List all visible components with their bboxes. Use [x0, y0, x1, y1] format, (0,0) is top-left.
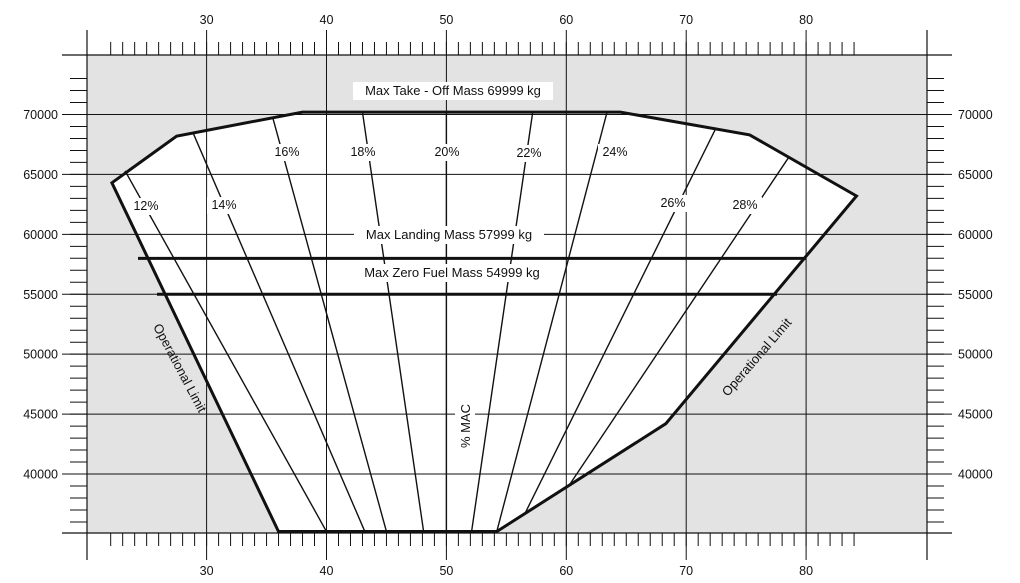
x-tick-label-bottom: 40	[320, 564, 334, 578]
x-tick-label-bottom: 80	[799, 564, 813, 578]
mass-label-backing	[353, 82, 553, 100]
x-tick-label-top: 80	[799, 13, 813, 27]
mac-label-backing	[270, 144, 304, 161]
mass-label-backing	[354, 226, 544, 244]
y-tick-label-right: 40000	[958, 468, 993, 482]
x-tick-label-top: 70	[679, 13, 693, 27]
mac-label-backing	[656, 195, 690, 212]
mac-label-backing	[728, 197, 762, 214]
mass-limit-label: Max Take - Off Mass 69999 kg	[365, 83, 541, 98]
y-tick-label-right: 55000	[958, 288, 993, 302]
x-tick-label-bottom: 60	[559, 564, 573, 578]
mac-axis-label-backing	[455, 406, 475, 446]
mac-axis-label: % MAC	[458, 404, 473, 448]
mass-limit-lines	[138, 256, 806, 296]
mac-label-18: 18%	[350, 145, 375, 159]
axis-ticks	[70, 42, 944, 546]
mac-label-20: 20%	[434, 145, 459, 159]
x-tick-label-bottom: 50	[439, 564, 453, 578]
mac-line-12	[124, 170, 328, 532]
y-tick-label-left: 50000	[23, 348, 58, 362]
mac-label-24: 24%	[602, 145, 627, 159]
x-tick-label-top: 50	[439, 13, 453, 27]
y-tick-label-left: 65000	[23, 168, 58, 182]
y-tick-label-right: 70000	[958, 108, 993, 122]
mac-label-16: 16%	[274, 145, 299, 159]
mac-label-backing	[207, 197, 241, 214]
cg-envelope	[111, 112, 857, 532]
mac-label-backing	[598, 144, 632, 161]
mac-label-backing	[129, 198, 163, 215]
mac-label-backing	[430, 144, 464, 161]
y-tick-label-right: 65000	[958, 168, 993, 182]
mac-label-14: 14%	[211, 198, 236, 212]
y-tick-label-right: 45000	[958, 408, 993, 422]
x-tick-label-bottom: 70	[679, 564, 693, 578]
mac-label-26: 26%	[660, 196, 685, 210]
mac-label-12: 12%	[133, 199, 158, 213]
y-tick-label-left: 40000	[23, 468, 58, 482]
mac-label-backing	[346, 144, 380, 161]
mac-label-22: 22%	[516, 146, 541, 160]
cg-envelope-outline	[110, 110, 859, 533]
y-tick-label-left: 70000	[23, 108, 58, 122]
y-tick-label-right: 60000	[958, 228, 993, 242]
mac-line-18	[361, 112, 425, 532]
y-tick-label-right: 50000	[958, 348, 993, 362]
x-tick-label-top: 30	[200, 13, 214, 27]
x-tick-label-top: 60	[559, 13, 573, 27]
mac-line-16	[271, 116, 388, 532]
mass-limit-label: Max Landing Mass 57999 kg	[366, 227, 532, 242]
mass-limit-label: Max Zero Fuel Mass 54999 kg	[364, 265, 540, 280]
mac-line-22	[470, 112, 534, 532]
mac-label-backing	[512, 145, 546, 162]
mass-label-backing	[352, 264, 552, 282]
y-tick-label-left: 60000	[23, 228, 58, 242]
mac-label-28: 28%	[732, 198, 757, 212]
y-tick-label-left: 55000	[23, 288, 58, 302]
y-tick-label-left: 45000	[23, 408, 58, 422]
mac-line-26	[523, 127, 717, 516]
x-tick-label-bottom: 30	[200, 564, 214, 578]
x-tick-label-top: 40	[320, 13, 334, 27]
mac-line-24	[496, 111, 608, 532]
